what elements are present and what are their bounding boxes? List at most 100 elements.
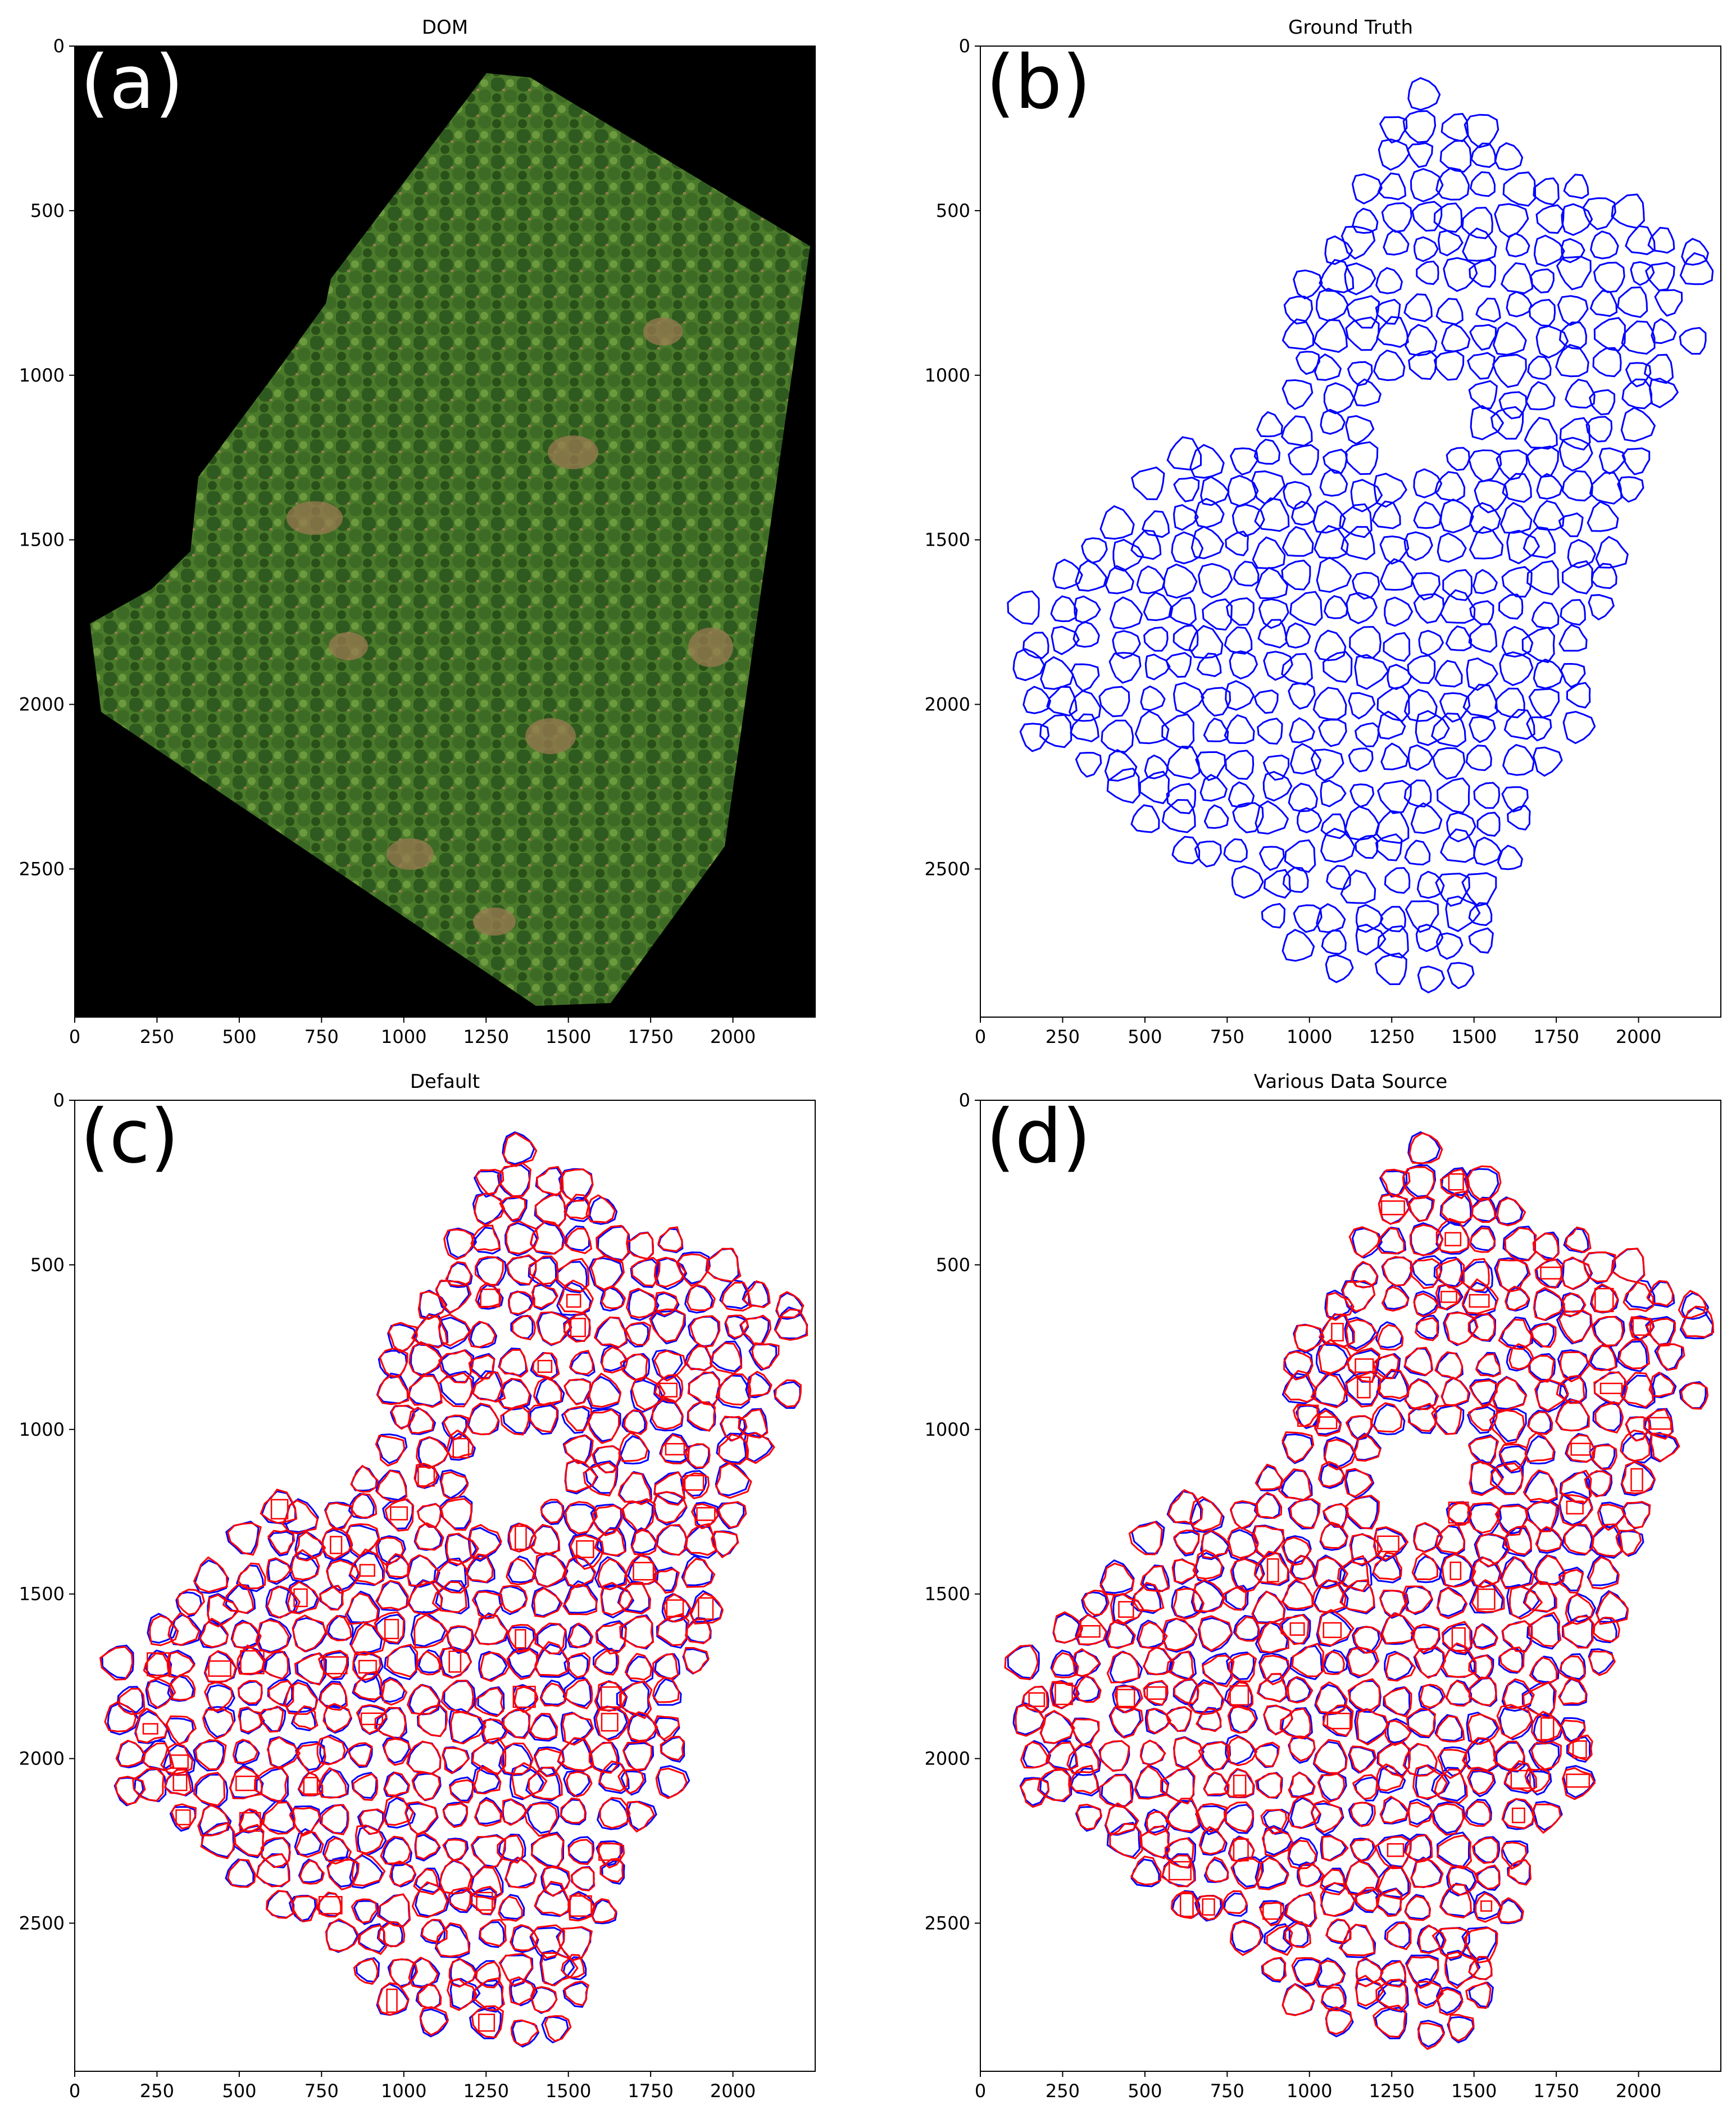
pred-crown xyxy=(1195,1708,1222,1732)
pred-crown xyxy=(1467,1435,1499,1464)
gt-crown xyxy=(1252,1590,1286,1623)
gt-crown xyxy=(1293,1958,1323,1988)
gt-crown xyxy=(1344,1495,1379,1530)
gt-crown xyxy=(419,2008,448,2038)
gt-crown xyxy=(1314,353,1342,381)
pred-crown xyxy=(652,1677,680,1703)
gt-crown xyxy=(1533,500,1565,531)
x-tick-label: 0 xyxy=(975,2080,986,2102)
pred-crown xyxy=(626,1287,657,1319)
gt-crown xyxy=(1413,468,1443,498)
pred-crown xyxy=(167,1612,201,1646)
pred-crown xyxy=(1440,1168,1469,1200)
pred-crown xyxy=(411,1771,441,1801)
pred-crown xyxy=(528,1766,563,1800)
pred-crown xyxy=(566,1652,591,1679)
gt-crown xyxy=(1469,324,1497,351)
gt-crown xyxy=(1616,286,1648,318)
pred-crown xyxy=(1620,1429,1651,1462)
pred-crown xyxy=(498,1162,531,1197)
pred-crown xyxy=(383,1738,412,1766)
pred-crown xyxy=(509,1924,539,1952)
pred-crown xyxy=(1524,1580,1557,1613)
pred-crown xyxy=(204,1650,237,1683)
gt-crown xyxy=(1256,411,1283,438)
pred-crown xyxy=(1431,1803,1465,1836)
pred-crown xyxy=(465,1553,494,1584)
gt-crown xyxy=(1258,846,1285,871)
pred-crown xyxy=(631,1256,661,1287)
pred-crown xyxy=(1344,1468,1374,1498)
pred-box xyxy=(1316,1416,1338,1430)
pred-crown xyxy=(774,1308,808,1341)
pred-crown xyxy=(325,1559,361,1594)
pred-box xyxy=(417,1466,435,1487)
pred-crown xyxy=(1503,1525,1532,1555)
pred-crown xyxy=(1378,1741,1411,1777)
gt-crown xyxy=(1320,813,1347,840)
pred-box xyxy=(293,1588,308,1608)
gt-crown xyxy=(1380,906,1407,933)
gt-crown xyxy=(1254,1552,1290,1586)
gt-crown xyxy=(1383,229,1410,256)
gt-crown xyxy=(1375,810,1410,844)
pred-crown xyxy=(287,1581,320,1614)
gt-crown xyxy=(1501,786,1529,813)
pred-crown xyxy=(1020,1741,1048,1769)
gt-crown xyxy=(1558,321,1588,350)
pred-crown xyxy=(1593,1371,1628,1405)
pred-crown xyxy=(1560,1469,1592,1504)
pred-crown xyxy=(563,1312,591,1343)
gt-crown xyxy=(1282,867,1309,893)
pred-box xyxy=(1449,1561,1462,1580)
gt-crown xyxy=(1225,530,1249,557)
gt-crown xyxy=(382,1498,413,1530)
pred-box xyxy=(175,1809,191,1826)
pred-crown xyxy=(1588,1650,1616,1676)
pred-crown xyxy=(1346,1347,1381,1383)
gt-crown xyxy=(1166,745,1201,779)
pred-crown xyxy=(1444,1312,1479,1346)
pred-crown xyxy=(596,1224,629,1262)
gt-crown xyxy=(1439,692,1471,723)
x-tick-label: 1750 xyxy=(1533,1026,1579,1047)
gt-crown xyxy=(351,1465,378,1492)
pred-crown xyxy=(617,1768,645,1795)
pred-crown xyxy=(440,1471,469,1500)
gt-crown xyxy=(1297,807,1323,833)
pred-crown xyxy=(530,1986,557,2013)
pred-crown xyxy=(1533,1287,1566,1321)
gt-crown xyxy=(1320,409,1346,435)
y-tick-label: 500 xyxy=(936,200,970,221)
pred-crown xyxy=(1321,1835,1349,1862)
pred-crown xyxy=(724,1314,749,1339)
gt-crown xyxy=(349,1854,384,1889)
gt-crown xyxy=(1255,566,1289,600)
gt-crown xyxy=(534,1553,569,1588)
pred-crown xyxy=(321,1804,349,1836)
panel-letter: (b) xyxy=(986,39,1091,126)
pred-crown xyxy=(681,1472,710,1500)
gt-crown xyxy=(687,1315,720,1348)
pred-crown xyxy=(1523,1681,1557,1720)
x-tick-label: 1250 xyxy=(463,1026,509,1047)
pred-crown xyxy=(352,1773,379,1801)
gt-crown xyxy=(1469,1770,1496,1798)
gt-crown xyxy=(1524,416,1558,450)
pred-box xyxy=(569,1895,592,1917)
gt-crown xyxy=(1620,406,1656,442)
gt-crown xyxy=(497,1164,531,1197)
pred-crown xyxy=(594,1681,628,1712)
gt-crown xyxy=(1558,624,1588,652)
pred-crown xyxy=(651,1397,684,1430)
pred-crown xyxy=(1356,1956,1384,1988)
overlay-crowns xyxy=(99,1131,808,2048)
gt-crown xyxy=(1499,1556,1533,1588)
pred-crown xyxy=(1442,1642,1477,1678)
gt-crown xyxy=(1403,531,1433,561)
gt-crown xyxy=(1492,1376,1527,1410)
pred-crown xyxy=(630,1529,658,1555)
gt-crown xyxy=(1314,1407,1342,1435)
gt-crown xyxy=(1466,352,1496,380)
pred-crown xyxy=(474,1192,506,1227)
